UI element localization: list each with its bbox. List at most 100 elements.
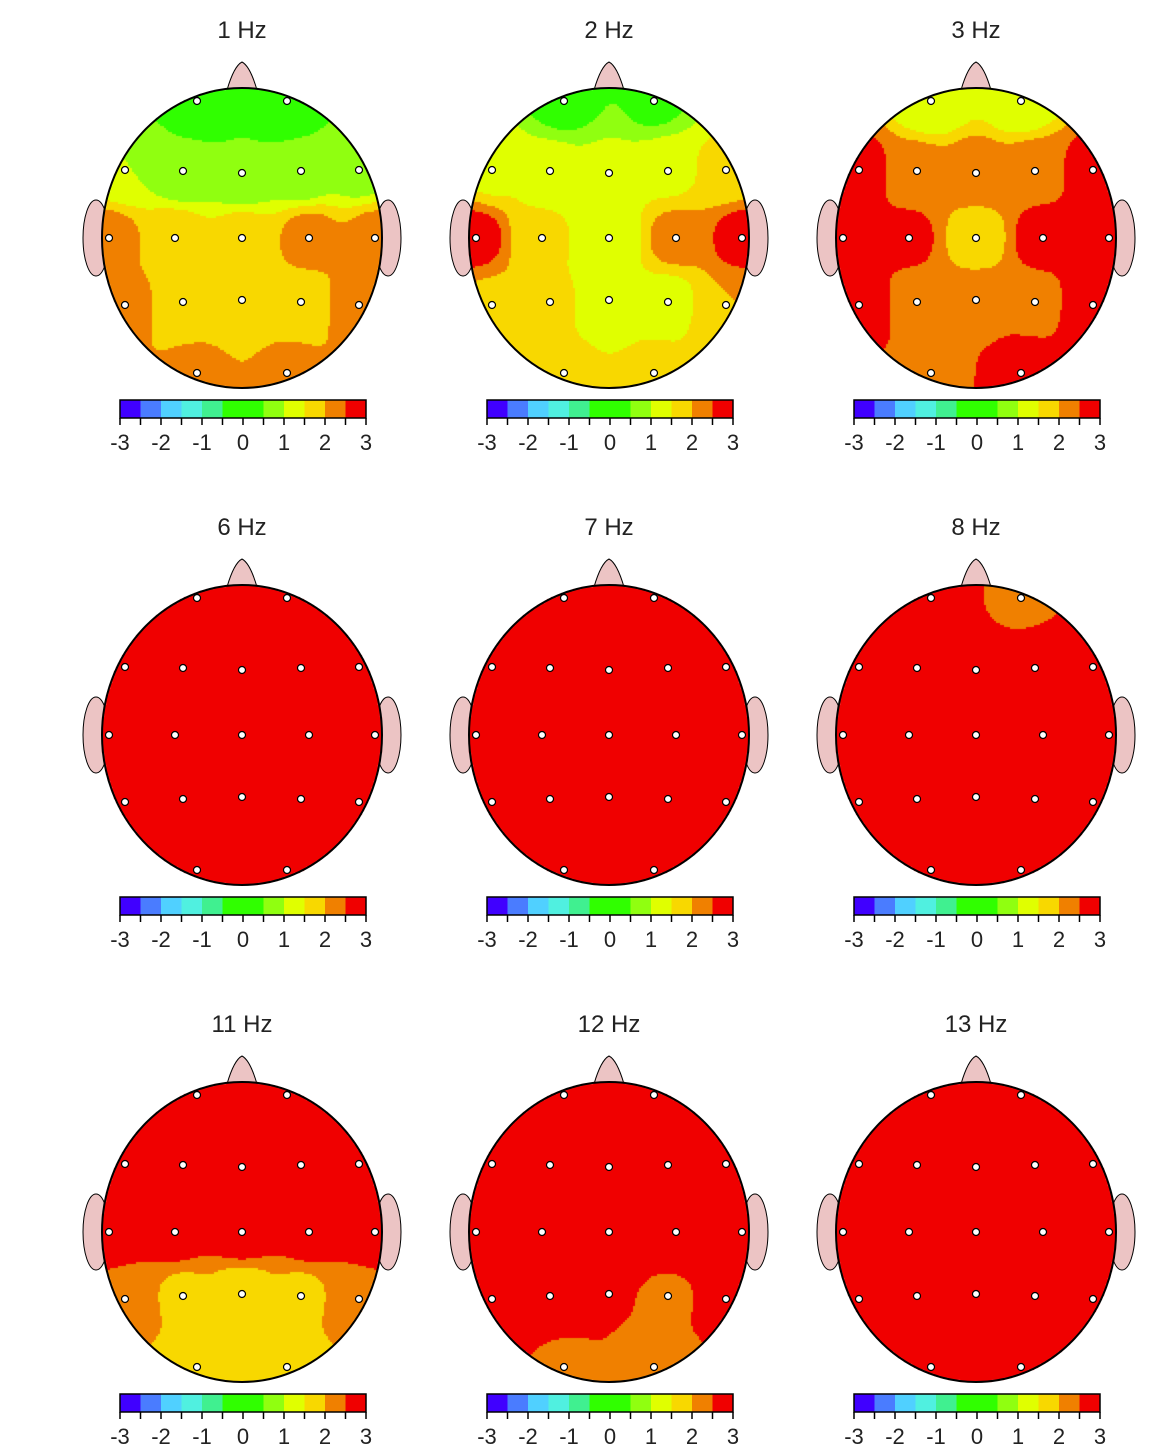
- electrode-T6: [1088, 300, 1098, 310]
- electrode-F8: [354, 165, 364, 175]
- colorbar-cell: [1079, 400, 1101, 418]
- colorbar-cell: [202, 400, 223, 418]
- electrode-T6: [354, 1294, 364, 1304]
- colorbar-cell: [1038, 1394, 1060, 1412]
- colorbar-cell: [1018, 897, 1039, 915]
- colorbar-tick-label: -1: [559, 430, 579, 455]
- colorbar-tick-label: 3: [727, 430, 739, 455]
- electrode-F8: [721, 165, 731, 175]
- electrode-Fz: [604, 1162, 614, 1172]
- colorbar-cell: [263, 897, 285, 915]
- colorbar-tick-label: -2: [885, 430, 905, 455]
- electrode-T4: [370, 233, 380, 243]
- topomap-field: [82, 0, 402, 460]
- electrode-T4: [737, 233, 747, 243]
- colorbar-tick-label: 0: [604, 430, 616, 455]
- colorbar-cell: [222, 1394, 244, 1412]
- electrode-O1: [926, 1362, 936, 1372]
- head-outline: [101, 584, 383, 886]
- electrode-T5: [854, 797, 864, 807]
- electrode-T6: [354, 797, 364, 807]
- colorbar-tick-label: 0: [604, 927, 616, 952]
- electrode-F7: [487, 165, 497, 175]
- colorbar-cell: [304, 400, 326, 418]
- electrode-T4: [737, 730, 747, 740]
- electrode-Cz: [237, 233, 247, 243]
- colorbar-tick-label: -3: [844, 430, 864, 455]
- colorbar-cell: [956, 400, 978, 418]
- colorbar-tick-label: 2: [686, 430, 698, 455]
- colorbar-cell: [1038, 400, 1060, 418]
- electrode-Pz: [237, 295, 247, 305]
- colorbar-tick-label: 3: [1094, 1424, 1106, 1449]
- electrode-T6: [721, 797, 731, 807]
- colorbar-cell: [997, 1394, 1019, 1412]
- panel-title: 13 Hz: [945, 1011, 1008, 1038]
- electrode-F4: [663, 663, 673, 673]
- colorbar-cell: [507, 897, 529, 915]
- colorbar-cell: [202, 897, 223, 915]
- topomap-field: [816, 497, 1136, 957]
- electrode-Pz: [604, 295, 614, 305]
- colorbar-cell: [671, 1394, 693, 1412]
- colorbar-cell: [630, 400, 652, 418]
- electrode-C4: [1038, 233, 1048, 243]
- topomap-panel: 11 Hz -3 -2 -1 0 1 2 3: [82, 994, 402, 1454]
- colorbar-tick-label: -3: [477, 1424, 497, 1449]
- head-outline: [101, 87, 383, 389]
- electrode-Pz: [237, 1289, 247, 1299]
- electrode-Cz: [604, 233, 614, 243]
- colorbar-cell: [345, 897, 367, 915]
- electrode-Pz: [971, 1289, 981, 1299]
- colorbar-cell: [874, 897, 896, 915]
- electrode-O2: [282, 865, 292, 875]
- colorbar-cell: [610, 1394, 631, 1412]
- colorbar-cell: [222, 897, 244, 915]
- colorbar-cell: [1079, 897, 1101, 915]
- panel-title: 7 Hz: [584, 514, 633, 541]
- colorbar-cell: [671, 400, 693, 418]
- panel-title: 3 Hz: [951, 17, 1000, 44]
- colorbar-cell: [243, 1394, 264, 1412]
- electrode-Fp1: [192, 1090, 202, 1100]
- colorbar-cell: [548, 1394, 570, 1412]
- colorbar-tick-label: 1: [278, 927, 290, 952]
- head-outline: [468, 1081, 750, 1383]
- electrode-T3: [838, 1227, 848, 1237]
- electrode-P3: [912, 297, 922, 307]
- electrode-Fz: [604, 665, 614, 675]
- colorbar-tick-label: 1: [645, 430, 657, 455]
- topomap-field: [449, 497, 769, 957]
- topomap-field: [449, 994, 769, 1454]
- electrode-Fp1: [926, 593, 936, 603]
- electrode-Fp2: [649, 1090, 659, 1100]
- topomap-panel: 1 Hz -3 -2 -1 0 1 2 3: [82, 0, 402, 460]
- panel-title: 2 Hz: [584, 17, 633, 44]
- panel-title: 1 Hz: [217, 17, 266, 44]
- colorbar-tick-label: -3: [844, 927, 864, 952]
- colorbar-cell: [548, 897, 570, 915]
- colorbar-tick-label: 1: [1012, 927, 1024, 952]
- electrode-Cz: [971, 730, 981, 740]
- colorbar-tick-label: -1: [926, 1424, 946, 1449]
- electrode-Pz: [604, 1289, 614, 1299]
- colorbar-cell: [915, 897, 937, 915]
- colorbar-tick-label: 3: [360, 927, 372, 952]
- colorbar-cell: [692, 897, 713, 915]
- colorbar-cell: [874, 1394, 896, 1412]
- electrode-T5: [487, 300, 497, 310]
- electrode-Cz: [604, 1227, 614, 1237]
- colorbar-cell: [589, 1394, 611, 1412]
- electrode-C3: [904, 1227, 914, 1237]
- colorbar-tick-label: -3: [110, 430, 130, 455]
- electrode-T5: [854, 1294, 864, 1304]
- colorbar-cell: [325, 897, 346, 915]
- electrode-C4: [671, 1227, 681, 1237]
- electrode-T6: [721, 300, 731, 310]
- colorbar-cell: [1059, 897, 1080, 915]
- colorbar-cell: [936, 1394, 957, 1412]
- electrode-T3: [104, 730, 114, 740]
- colorbar-cell: [569, 400, 590, 418]
- electrode-F3: [178, 663, 188, 673]
- colorbar-cell: [651, 400, 672, 418]
